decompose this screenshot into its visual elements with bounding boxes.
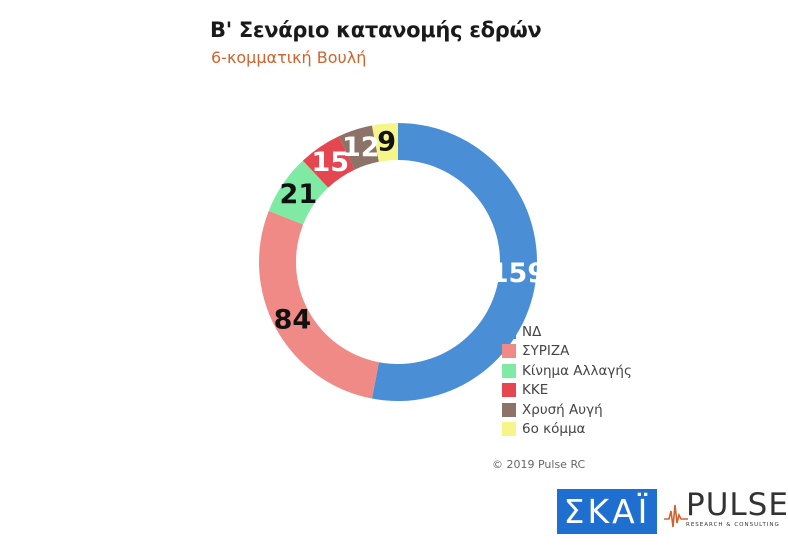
- legend-label: 6ο κόμμα: [522, 421, 586, 438]
- legend-label: ΚΚΕ: [522, 382, 549, 399]
- skai-logo-text: ΣΚΑΪ: [563, 492, 651, 531]
- copyright-text: © 2019 Pulse RC: [492, 458, 586, 471]
- data-label-5: 12: [342, 132, 380, 163]
- chart-title: B' Σενάριο κατανομής εδρών: [210, 18, 542, 42]
- legend-label: Χρυσή Αυγή: [522, 401, 603, 418]
- skai-logo: ΣΚΑΪ: [557, 489, 657, 534]
- legend-item: Χρυσή Αυγή: [502, 400, 632, 420]
- data-label-3: 21: [280, 179, 318, 210]
- slice-2: [259, 210, 379, 399]
- data-label-1: 159: [490, 258, 546, 289]
- legend-label: ΝΔ: [522, 323, 542, 340]
- legend-item: Κίνημα Αλλαγής: [502, 361, 632, 381]
- legend-swatch: [502, 422, 516, 437]
- legend-swatch: [502, 344, 516, 359]
- data-label-4: 15: [311, 147, 349, 178]
- legend-swatch: [502, 402, 516, 417]
- data-label-6: 9: [377, 127, 396, 158]
- legend-label: ΣΥΡΙΖΑ: [522, 343, 570, 360]
- data-label-2: 84: [274, 305, 312, 336]
- slice-5: [338, 125, 379, 170]
- slice-4: [302, 136, 355, 188]
- legend-item: 6ο κόμμα: [502, 420, 632, 440]
- legend-swatch: [502, 383, 516, 398]
- legend-swatch: [502, 324, 516, 339]
- slice-6: [371, 123, 398, 162]
- slice-3: [268, 160, 329, 225]
- pulse-logo-text: PULSE: [686, 487, 788, 523]
- legend-label: Κίνημα Αλλαγής: [522, 362, 632, 379]
- chart-legend: ΝΔ ΣΥΡΙΖΑ Κίνημα Αλλαγής ΚΚΕ Χρυσή Αυγή 6ο κό…: [502, 322, 632, 439]
- legend-item: ΣΥΡΙΖΑ: [502, 342, 632, 362]
- chart-subtitle: 6-κομματική Βουλή: [211, 48, 367, 67]
- legend-item: ΚΚΕ: [502, 381, 632, 401]
- legend-item: ΝΔ: [502, 322, 632, 342]
- legend-swatch: [502, 363, 516, 378]
- pulse-logo: PULSE RESEARCH & CONSULTING: [664, 487, 788, 535]
- pulse-wave-icon: [664, 504, 688, 528]
- slice-1: [371, 123, 537, 401]
- pulse-logo-subtext: RESEARCH & CONSULTING: [686, 522, 780, 528]
